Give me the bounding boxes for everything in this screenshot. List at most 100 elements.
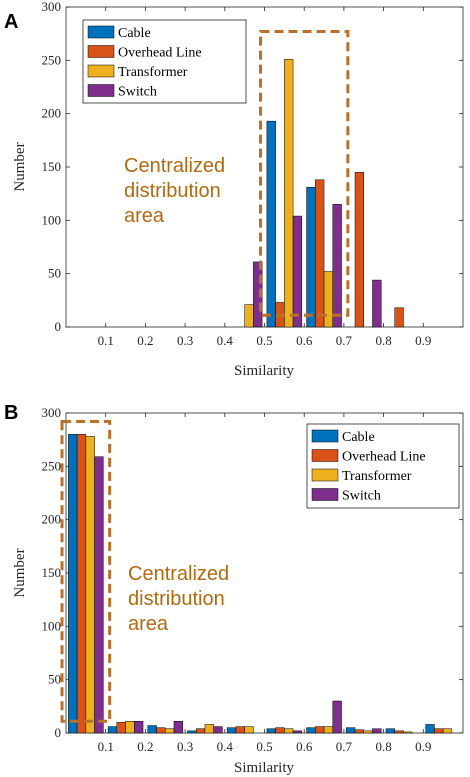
legend-label: Cable	[118, 26, 151, 41]
y-tick-label: 200	[42, 106, 62, 121]
bar-overhead-line	[315, 726, 325, 734]
bar-switch	[134, 721, 144, 734]
annotation-line: area	[128, 613, 169, 635]
annotation-line: area	[124, 205, 165, 227]
legend: Cable Overhead Line Transformer Switch	[306, 423, 460, 509]
bar-switch	[372, 279, 382, 328]
bar-cable	[425, 724, 435, 734]
y-tick-label: 300	[42, 405, 62, 420]
bar-switch	[173, 721, 183, 734]
bar-transformer	[125, 721, 135, 734]
bar-overhead-line	[394, 730, 404, 734]
legend-label: Switch	[118, 85, 157, 100]
legend-label: Cable	[342, 430, 375, 445]
x-tick-label: 0.8	[375, 739, 391, 754]
bar-overhead-line	[76, 434, 87, 734]
x-tick-label: 0.9	[415, 739, 431, 754]
bar-switch	[332, 204, 342, 328]
x-tick-label: 0.2	[137, 333, 153, 348]
bar-overhead-line	[156, 727, 166, 734]
bar-cable	[266, 728, 276, 734]
bar-transformer	[165, 728, 175, 734]
legend-swatch	[311, 468, 339, 482]
bar-transformer	[244, 304, 254, 328]
bar-transformer	[244, 726, 254, 734]
y-tick-label: 50	[48, 266, 61, 281]
bar-switch	[253, 261, 263, 328]
legend-label: Transformer	[118, 65, 188, 80]
legend-swatch	[87, 45, 115, 58]
x-tick-label: 0.5	[256, 739, 272, 754]
y-tick-label: 100	[42, 618, 62, 633]
x-axis-label: Similarity	[234, 760, 295, 776]
y-tick-label: 300	[42, 0, 62, 14]
bar-cable	[107, 726, 118, 734]
bar-overhead-line	[315, 179, 325, 328]
bar-switch	[292, 215, 303, 328]
x-tick-label: 0.7	[336, 333, 353, 348]
bar-cable	[266, 120, 276, 328]
panel-label: A	[4, 11, 18, 33]
bar-transformer	[284, 728, 294, 734]
panel-label: B	[4, 402, 18, 424]
y-tick-label: 250	[42, 52, 62, 67]
x-tick-label: 0.3	[177, 739, 193, 754]
x-tick-label: 0.4	[217, 739, 234, 754]
bar-overhead-line	[354, 729, 364, 734]
x-tick-label: 0.3	[177, 333, 193, 348]
bar-cable	[385, 728, 395, 734]
bar-transformer	[363, 730, 373, 734]
legend-label: Overhead Line	[342, 450, 426, 465]
bar-overhead-line	[354, 172, 364, 328]
bar-switch	[292, 730, 303, 734]
annotation-line: distribution	[124, 180, 221, 202]
bar-transformer	[284, 59, 294, 328]
legend: Cable Overhead Line Transformer Switch	[82, 19, 247, 104]
bar-cable	[346, 727, 356, 734]
bar-switch	[94, 456, 104, 734]
y-tick-label: 100	[42, 212, 62, 227]
bar-transformer	[323, 271, 334, 328]
bar-cable	[147, 725, 157, 734]
bar-overhead-line	[195, 728, 206, 734]
bar-cable	[306, 727, 316, 734]
bar-overhead-line	[434, 728, 444, 734]
centralized-area-box	[259, 30, 350, 317]
bar-cable	[306, 187, 316, 328]
legend-label: Switch	[342, 489, 381, 504]
bar-transformer	[323, 726, 334, 734]
x-tick-label: 0.8	[375, 333, 391, 348]
y-tick-label: 200	[42, 512, 62, 527]
bar-cable	[226, 727, 237, 734]
bar-transformer	[85, 436, 95, 734]
annotation-line: Centralized	[128, 563, 229, 585]
legend-swatch	[311, 449, 339, 462]
chart-panel-a: 0 50 100 150 200 250 300 0.1 0.2 0.3 0.4 0.5 0.6 0.7 0…	[4, 0, 464, 379]
centralized-area-box	[60, 420, 112, 723]
bar-cable	[68, 434, 78, 734]
legend-swatch	[311, 429, 339, 443]
bar-switch	[332, 700, 342, 734]
bar-switch	[372, 728, 382, 734]
y-tick-label: 150	[42, 159, 62, 174]
x-tick-label: 0.7	[336, 739, 353, 754]
bar-overhead-line	[235, 726, 245, 734]
y-axis-label: Number	[12, 548, 28, 597]
bar-cable	[187, 730, 197, 734]
legend-swatch	[311, 488, 339, 501]
annotation-line: distribution	[128, 588, 225, 610]
bar-overhead-line	[116, 722, 126, 734]
x-tick-label: 0.6	[296, 333, 313, 348]
legend-swatch	[87, 25, 115, 39]
x-tick-label: 0.2	[137, 739, 153, 754]
legend-swatch	[87, 84, 115, 97]
x-tick-label: 0.4	[217, 333, 234, 348]
annotation-line: Centralized	[124, 155, 225, 177]
chart-panel-b: 0 50 100 150 200 250 300 0.1 0.2 0.3 0.4 0.5 0.6 0.7 0…	[4, 402, 464, 776]
bar-overhead-line	[275, 727, 285, 734]
y-tick-label: 0	[55, 725, 62, 740]
bar-switch	[213, 726, 223, 734]
legend-label: Overhead Line	[118, 46, 202, 61]
y-axis-label: Number	[12, 142, 28, 191]
